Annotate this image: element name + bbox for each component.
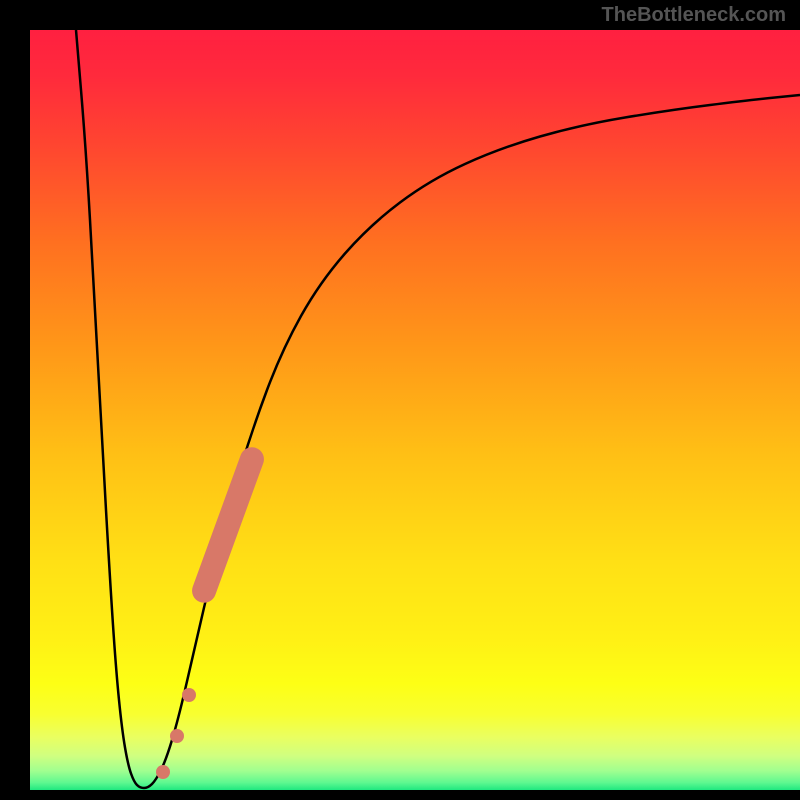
marker-dot: [156, 765, 170, 779]
watermark-text: TheBottleneck.com: [602, 4, 786, 27]
bottleneck-curve: [76, 30, 800, 788]
plot-area: [30, 30, 800, 790]
marker-capsule: [204, 459, 252, 591]
curve-overlay: [30, 30, 800, 790]
chart-container: TheBottleneck.com: [0, 0, 800, 800]
marker-dot: [170, 729, 184, 743]
marker-dot: [182, 688, 196, 702]
